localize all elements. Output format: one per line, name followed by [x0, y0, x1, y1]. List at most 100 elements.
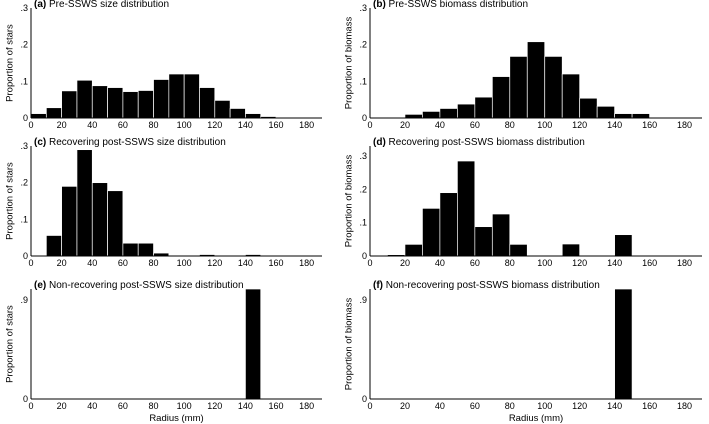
x-tick-label: 100 — [537, 401, 552, 411]
panel-letter: (c) — [34, 137, 46, 148]
panel-title: (d) Recovering post-SSWS biomass distrib… — [373, 137, 585, 148]
x-tick-label: 160 — [269, 401, 284, 411]
x-tick-label: 40 — [87, 258, 97, 268]
y-tick-label: .2 — [359, 184, 367, 194]
panel-letter: (d) — [373, 137, 386, 148]
y-tick-label: 0 — [23, 113, 28, 123]
x-tick-label: 60 — [118, 401, 128, 411]
x-tick-label: 80 — [149, 120, 159, 130]
panel-title-text: Non-recovering post-SSWS size distributi… — [46, 280, 243, 291]
panel-title-text: Pre-SSWS size distribution — [46, 0, 169, 10]
panel-title-text: Recovering post-SSWS biomass distributio… — [386, 137, 585, 148]
y-tick-label: 0 — [362, 394, 367, 404]
x-tick-label: 180 — [299, 258, 314, 268]
panel-title: (c) Recovering post-SSWS size distributi… — [34, 137, 226, 148]
y-tick-label: .1 — [359, 218, 367, 228]
x-tick-label: 180 — [677, 120, 692, 130]
y-axis-label: Proportion of biomass — [343, 155, 354, 248]
x-tick-label: 120 — [207, 120, 222, 130]
bar-d-85 — [509, 243, 528, 257]
bar-d-25 — [404, 243, 423, 257]
bar-b-75 — [491, 76, 511, 119]
x-tick-label: 120 — [207, 401, 222, 411]
x-tick-label: 120 — [207, 258, 222, 268]
bar-a-125 — [214, 100, 231, 119]
bar-a-95 — [168, 73, 185, 119]
x-tick-label: 20 — [400, 120, 410, 130]
x-axis-label: Radius (mm) — [509, 413, 563, 424]
bar-a-75 — [137, 90, 154, 119]
x-tick-label: 40 — [435, 120, 445, 130]
bar-a-135 — [229, 108, 246, 119]
y-tick-label: .3 — [20, 141, 28, 151]
x-tick-label: 40 — [435, 401, 445, 411]
x-tick-label: 80 — [149, 401, 159, 411]
panel-b: 0 20 40 60 80 100 120 140 160 180 0 .1 .2 .3 (b) Pre-S… — [343, 0, 702, 130]
y-tick-label: .3 — [359, 151, 367, 161]
bar-f-145 — [614, 288, 633, 400]
x-tick-label: 180 — [677, 401, 692, 411]
bar-a-145 — [245, 113, 262, 119]
x-tick-label: 40 — [87, 401, 97, 411]
panel-f: 0 20 40 60 80 100 120 140 160 180 0 .9 (f) Non-recov… — [343, 280, 702, 424]
x-tick-label: 60 — [470, 258, 480, 268]
x-tick-label: 100 — [537, 120, 552, 130]
bar-a-25 — [61, 90, 78, 119]
panel-letter: (e) — [34, 280, 46, 291]
x-tick-label: 160 — [269, 258, 284, 268]
panel-e: 0 20 40 60 80 100 120 140 160 180 0 .9 (e) Non-recov… — [4, 280, 322, 424]
bar-d-75 — [491, 213, 511, 257]
panel-d: 0 20 40 60 80 100 120 140 160 180 0 .1 .2 .3 (d) Recov… — [343, 137, 702, 268]
y-tick-label: .3 — [359, 3, 367, 13]
x-tick-label: 20 — [400, 401, 410, 411]
y-tick-label: 0 — [362, 251, 367, 261]
x-tick-label: 180 — [677, 258, 692, 268]
bar-b-45 — [439, 108, 458, 119]
x-tick-label: 60 — [118, 120, 128, 130]
x-tick-label: 60 — [470, 120, 480, 130]
x-tick-label: 0 — [28, 401, 33, 411]
y-tick-label: .2 — [359, 40, 367, 50]
bar-c-65 — [122, 242, 139, 257]
x-tick-label: 20 — [57, 258, 67, 268]
x-tick-label: 140 — [238, 258, 253, 268]
x-tick-label: 160 — [642, 120, 657, 130]
x-tick-label: 60 — [470, 401, 480, 411]
bar-b-145 — [614, 113, 633, 119]
x-tick-label: 180 — [299, 120, 314, 130]
bar-a-115 — [199, 87, 216, 119]
x-tick-label: 40 — [435, 258, 445, 268]
y-axis-label: Proportion of stars — [4, 305, 15, 383]
bar-d-145 — [614, 234, 633, 257]
x-tick-label: 0 — [367, 401, 372, 411]
x-tick-label: 160 — [269, 120, 284, 130]
x-tick-label: 160 — [642, 258, 657, 268]
bar-b-25 — [404, 113, 423, 119]
y-tick-label: .9 — [20, 295, 28, 305]
x-tick-label: 0 — [367, 120, 372, 130]
panel-letter: (a) — [34, 0, 46, 10]
bar-c-25 — [61, 185, 78, 257]
panel-title: (a) Pre-SSWS size distribution — [34, 0, 169, 10]
bar-a-105 — [183, 73, 200, 119]
bar-a-45 — [91, 85, 108, 119]
bar-a-85 — [153, 79, 170, 119]
panel-title-text: Non-recovering post-SSWS biomass distrib… — [383, 280, 600, 291]
panel-title-text: Pre-SSWS biomass distribution — [386, 0, 528, 10]
bar-b-105 — [544, 56, 563, 119]
x-tick-label: 100 — [177, 401, 192, 411]
x-tick-label: 0 — [367, 258, 372, 268]
bar-a-5 — [30, 113, 47, 119]
x-tick-label: 0 — [28, 120, 33, 130]
bar-d-65 — [474, 226, 493, 257]
x-tick-label: 100 — [177, 258, 192, 268]
panel-title-text: Recovering post-SSWS size distribution — [46, 137, 226, 148]
bar-a-55 — [107, 87, 124, 119]
panel-letter: (f) — [373, 280, 383, 291]
bar-e-145 — [245, 288, 262, 400]
x-tick-label: 0 — [28, 258, 33, 268]
bar-b-135 — [596, 105, 615, 119]
bar-d-45 — [439, 192, 458, 257]
x-tick-label: 120 — [572, 120, 587, 130]
